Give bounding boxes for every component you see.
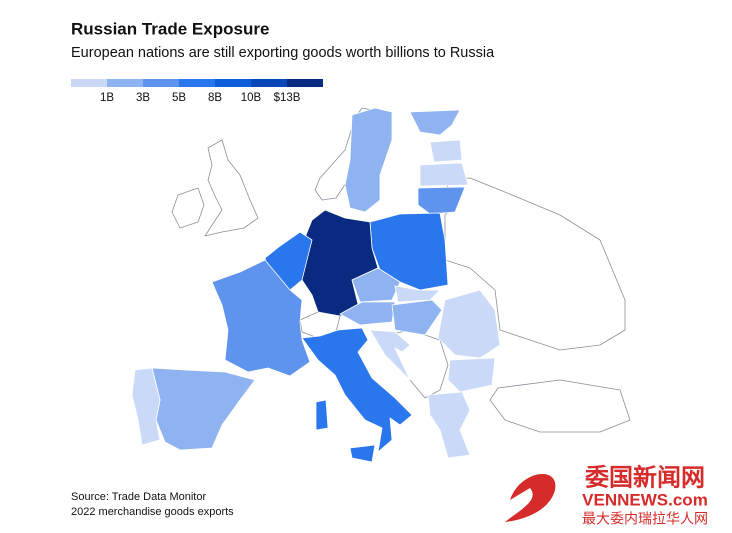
legend-swatch (179, 79, 215, 87)
poland (369, 212, 449, 291)
legend-label: 8B (208, 92, 222, 104)
map (131, 107, 631, 463)
legend-swatch (143, 79, 179, 87)
sicily (349, 444, 376, 463)
finland (409, 109, 461, 136)
legend: 1B 3B 5B 8B 10B $13B (71, 79, 323, 104)
note: 2022 merchandise goods exports (71, 506, 234, 518)
source: Source: Trade Data Monitor (71, 491, 206, 503)
legend-label: $13B (274, 92, 301, 104)
subtitle: European nations are still exporting goo… (71, 45, 495, 61)
latvia (419, 162, 469, 187)
uk (204, 139, 259, 237)
turkey (489, 379, 631, 433)
ireland (171, 187, 205, 229)
estonia (429, 139, 463, 163)
watermark-logo (505, 473, 556, 522)
romania (437, 289, 501, 359)
watermark: 委国新闻网 VENNEWS.com 最大委内瑞拉华人网 (505, 463, 708, 527)
watermark-name: 委国新闻网 (584, 463, 705, 491)
sardinia (315, 399, 329, 431)
spain (151, 367, 256, 451)
france (211, 259, 311, 377)
legend-swatch (215, 79, 251, 87)
watermark-site: VENNEWS.com (582, 490, 708, 509)
sweden (344, 107, 393, 213)
legend-swatch (107, 79, 143, 87)
portugal (131, 367, 161, 446)
croatia (369, 329, 411, 381)
hungary (391, 299, 443, 336)
bulgaria (447, 357, 496, 393)
italy (301, 327, 413, 453)
germany (299, 209, 379, 317)
east (444, 177, 626, 351)
watermark-slogan: 最大委内瑞拉华人网 (582, 511, 708, 527)
legend-label: 10B (241, 92, 262, 104)
legend-label: 5B (172, 92, 186, 104)
legend-swatch (287, 79, 323, 87)
greece (427, 391, 471, 459)
lithuania (417, 186, 466, 215)
legend-label: 3B (136, 92, 150, 104)
title: Russian Trade Exposure (71, 19, 269, 38)
legend-swatch (71, 79, 107, 87)
slovakia (394, 285, 441, 303)
legend-label: 1B (100, 92, 114, 104)
legend-swatch (251, 79, 287, 87)
